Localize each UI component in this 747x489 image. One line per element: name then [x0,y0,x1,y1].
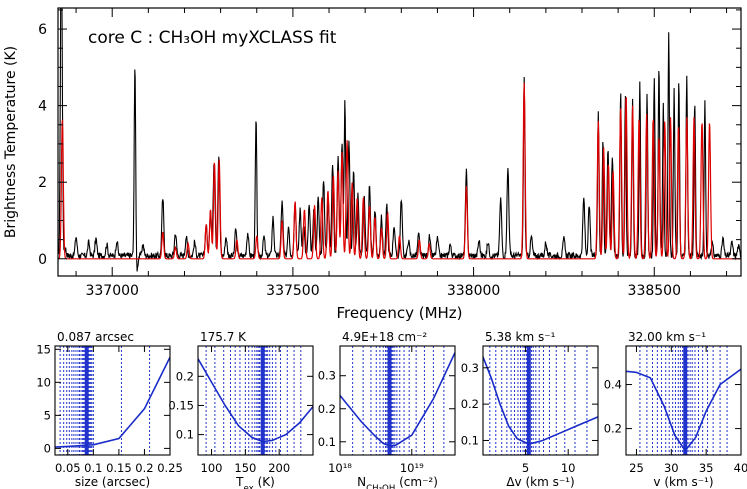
x-tick-label: 200 [268,461,290,475]
y-axis-label: Brightness Temperature (K) [3,46,19,238]
spectrum-panel: 337000 337500 338000 338500 0 2 4 6 Frequency (M… [3,7,742,322]
y-tick-label: 0 [44,441,51,455]
x-tick-label: 10¹⁸ [328,461,352,475]
panel-frame [54,345,171,456]
y-tick-label: 2 [38,175,47,191]
parameter-panel: 25 30 35 40 0.2 0.4 32.00 km s⁻¹ v (km s⁻¹) [604,330,747,489]
y-tick-label: 0.2 [461,397,479,411]
x-tick-label: 0.05 [55,461,81,475]
x-tick-label: 10¹⁹ [400,461,424,475]
y-tick-label: 0.1 [318,435,336,449]
y-tick-label: 0.1 [461,433,479,447]
y-tick-label: 6 [38,22,47,38]
chi-square-curve [55,356,170,448]
x-tick-label: 25 [629,461,644,475]
panel-x-label: size (arcsec) [75,475,150,489]
panel-x-label: Δv (km s⁻¹) [506,475,574,489]
parameter-panel: 5 10 0.1 0.2 0.3 5.38 km s⁻¹ Δv (km s⁻¹) [461,330,599,489]
y-tick-label: 0.3 [461,361,479,375]
x-tick-label: 338000 [447,283,500,299]
x-tick-label: 337500 [266,283,319,299]
panel-x-label: v (km s⁻¹) [653,475,713,489]
y-tick-label: 0 [38,252,47,268]
y-tick-label: 0.1 [176,428,194,442]
y-tick-label: 0.15 [168,398,194,412]
y-tick-label: 0.2 [604,422,622,436]
y-tick-label: 0.3 [318,369,336,383]
parameter-panel: 100 150 200 0.1 0.15 0.2 175.7 K Tex (K) [168,330,314,489]
x-tick-label: 0.1 [84,461,102,475]
model-spectrum-line [58,82,741,260]
chi-square-curve [340,352,455,447]
x-tick-label: 338500 [628,283,681,299]
x-tick-label: 337000 [85,283,138,299]
x-axis-label: Frequency (MHz) [336,304,462,322]
x-tick-label: 0.2 [135,461,153,475]
parameter-panel: 0.05 0.1 0.15 0.2 0.25 0 5 10 15 0.087 arcsec size… [36,330,182,489]
x-tick-label: 30 [664,461,679,475]
y-tick-label: 4 [38,99,47,115]
panel-frame [482,345,599,456]
panel-title: 4.9E+18 cm⁻² [342,330,427,344]
chi-square-curve [483,356,598,445]
panel-x-label: Tex (K) [235,475,275,489]
x-tick-label: 5 [522,461,529,475]
x-tick-label: 150 [234,461,256,475]
x-tick-label: 35 [699,461,714,475]
panel-frame [197,345,314,456]
chart-title: core C : CH₃OH myXCLASS fit [88,28,337,48]
parameter-panel: 10¹⁸ 10¹⁹ 0.1 0.2 0.3 4.9E+18 cm⁻² NCH₃OH (cm⁻… [318,330,456,489]
x-tick-label: 0.15 [106,461,132,475]
panel-x-label: NCH₃OH (cm⁻²) [357,475,438,489]
y-tick-label: 0.4 [604,378,622,392]
x-tick-label: 40 [734,461,747,475]
y-tick-label: 0.2 [176,369,194,383]
y-tick-label: 0.2 [318,402,336,416]
panel-title: 5.38 km s⁻¹ [485,330,556,344]
spectrum-frame [57,7,742,277]
panel-frame [625,345,742,456]
x-tick-label: 0.25 [157,461,183,475]
panel-title: 32.00 km s⁻¹ [628,330,706,344]
x-tick-label: 10 [561,461,576,475]
y-tick-label: 5 [44,408,51,422]
panel-title: 175.7 K [200,330,247,344]
y-tick-label: 15 [36,342,51,356]
y-tick-label: 10 [36,375,51,389]
x-tick-label: 100 [201,461,223,475]
chi-square-curve [198,358,313,443]
panel-title: 0.087 arcsec [57,330,134,344]
chi-square-curve [626,368,741,452]
panel-frame [339,345,456,456]
